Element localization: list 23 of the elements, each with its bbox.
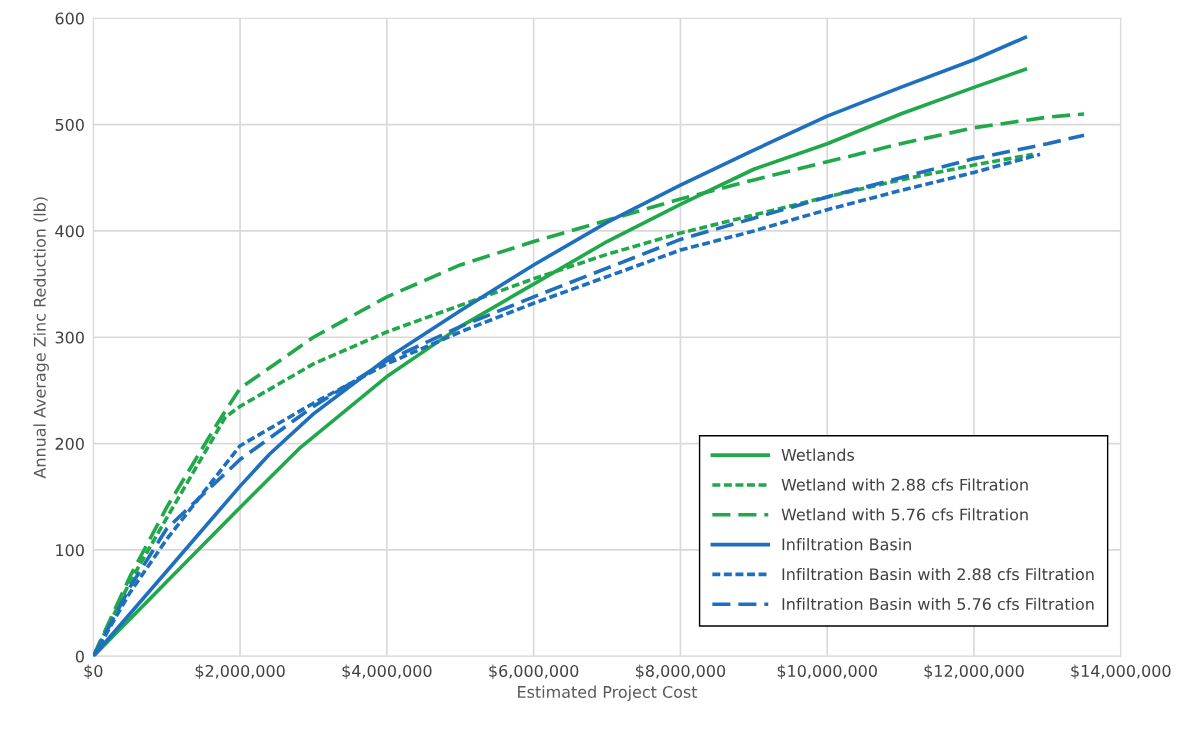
y-tick-label: 200 [55,437,84,450]
y-axis-title: Annual Average Zinc Reduction (lb) [33,197,49,479]
x-tick-label: $8,000,000 [636,664,726,680]
x-tick-label: $12,000,000 [924,664,1024,680]
x-tick-label: $2,000,000 [195,664,285,680]
y-tick-label: 400 [55,225,84,238]
legend-label: Wetland with 2.88 cfs Filtration [781,478,1028,491]
x-tick-label: $4,000,000 [342,664,432,680]
legend-label: Infiltration Basin with 5.76 cfs Filtration [782,597,1094,611]
legend-label: Wetlands [781,448,855,461]
legend-label: Infiltration Basin [782,538,911,551]
y-tick-label: 500 [55,118,84,131]
x-axis-title: Estimated Project Cost [518,685,698,702]
x-tick-label: $10,000,000 [777,664,877,680]
y-tick-label: 100 [56,544,84,557]
legend-label: Wetland with 5.76 cfs Filtration [781,508,1028,521]
legend-label: Infiltration Basin with 2.88 cfs Filtration [782,567,1094,581]
x-tick-label: $14,000,000 [1071,664,1171,680]
y-tick-label: 300 [55,331,84,344]
y-tick-label: 600 [55,12,84,25]
x-tick-label: $0 [84,664,103,680]
x-tick-label: $6,000,000 [489,664,579,680]
y-tick-label: 0 [75,650,84,663]
